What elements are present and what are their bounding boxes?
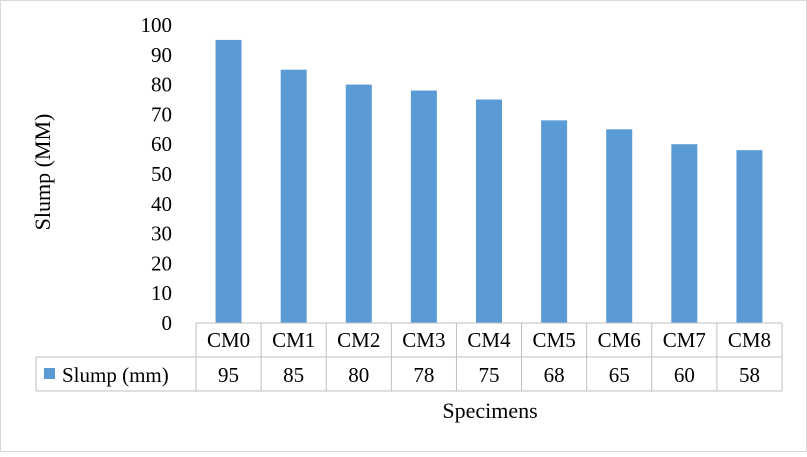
y-tick-label: 0 — [162, 311, 173, 335]
legend-label: Slump (mm) — [62, 363, 169, 387]
y-axis-title: Slump (MM) — [30, 114, 55, 231]
y-tick-label: 10 — [151, 281, 172, 305]
table-value: 65 — [609, 363, 630, 387]
table-value: 68 — [544, 363, 565, 387]
y-tick-label: 60 — [151, 132, 172, 156]
table-value: 75 — [479, 363, 500, 387]
bar-cm6 — [606, 129, 633, 323]
x-tick-label: CM2 — [337, 328, 380, 352]
bar-cm7 — [671, 144, 698, 323]
y-tick-label: 50 — [151, 162, 172, 186]
bar-cm5 — [541, 120, 568, 323]
x-tick-label: CM1 — [272, 328, 315, 352]
bar-cm0 — [215, 39, 242, 324]
y-tick-label: 90 — [151, 43, 172, 67]
x-tick-label: CM4 — [467, 328, 511, 352]
bar-cm1 — [280, 69, 307, 323]
y-tick-label: 30 — [151, 222, 172, 246]
y-axis-ticks: 0 10 20 30 40 50 60 70 80 90 100 — [141, 13, 173, 335]
bar-cm3 — [410, 90, 437, 323]
bar-cm2 — [345, 84, 372, 323]
y-tick-label: 40 — [151, 192, 172, 216]
data-table: CM0 95 CM1 85 CM2 80 CM3 78 CM4 75 CM5 68 CM6 65 CM7 60… — [35, 322, 783, 392]
y-tick-label: 80 — [151, 73, 172, 97]
x-tick-label: CM6 — [598, 328, 641, 352]
x-axis-title: Specimens — [442, 398, 537, 423]
table-value: 80 — [348, 363, 369, 387]
x-tick-label: CM8 — [728, 328, 771, 352]
y-tick-label: 70 — [151, 102, 172, 126]
x-tick-label: CM3 — [402, 328, 445, 352]
table-value: 78 — [413, 363, 434, 387]
y-tick-label: 20 — [151, 251, 172, 275]
bars — [215, 39, 763, 324]
table-value: 95 — [218, 363, 239, 387]
table-value: 85 — [283, 363, 304, 387]
x-tick-label: CM5 — [533, 328, 576, 352]
legend-swatch — [44, 368, 55, 379]
bar-cm4 — [476, 99, 502, 323]
x-tick-label: CM0 — [207, 328, 250, 352]
table-value: 60 — [674, 363, 695, 387]
y-tick-label: 100 — [141, 13, 173, 37]
table-value: 58 — [739, 363, 760, 387]
bar-cm8 — [736, 150, 763, 323]
x-tick-label: CM7 — [663, 328, 706, 352]
